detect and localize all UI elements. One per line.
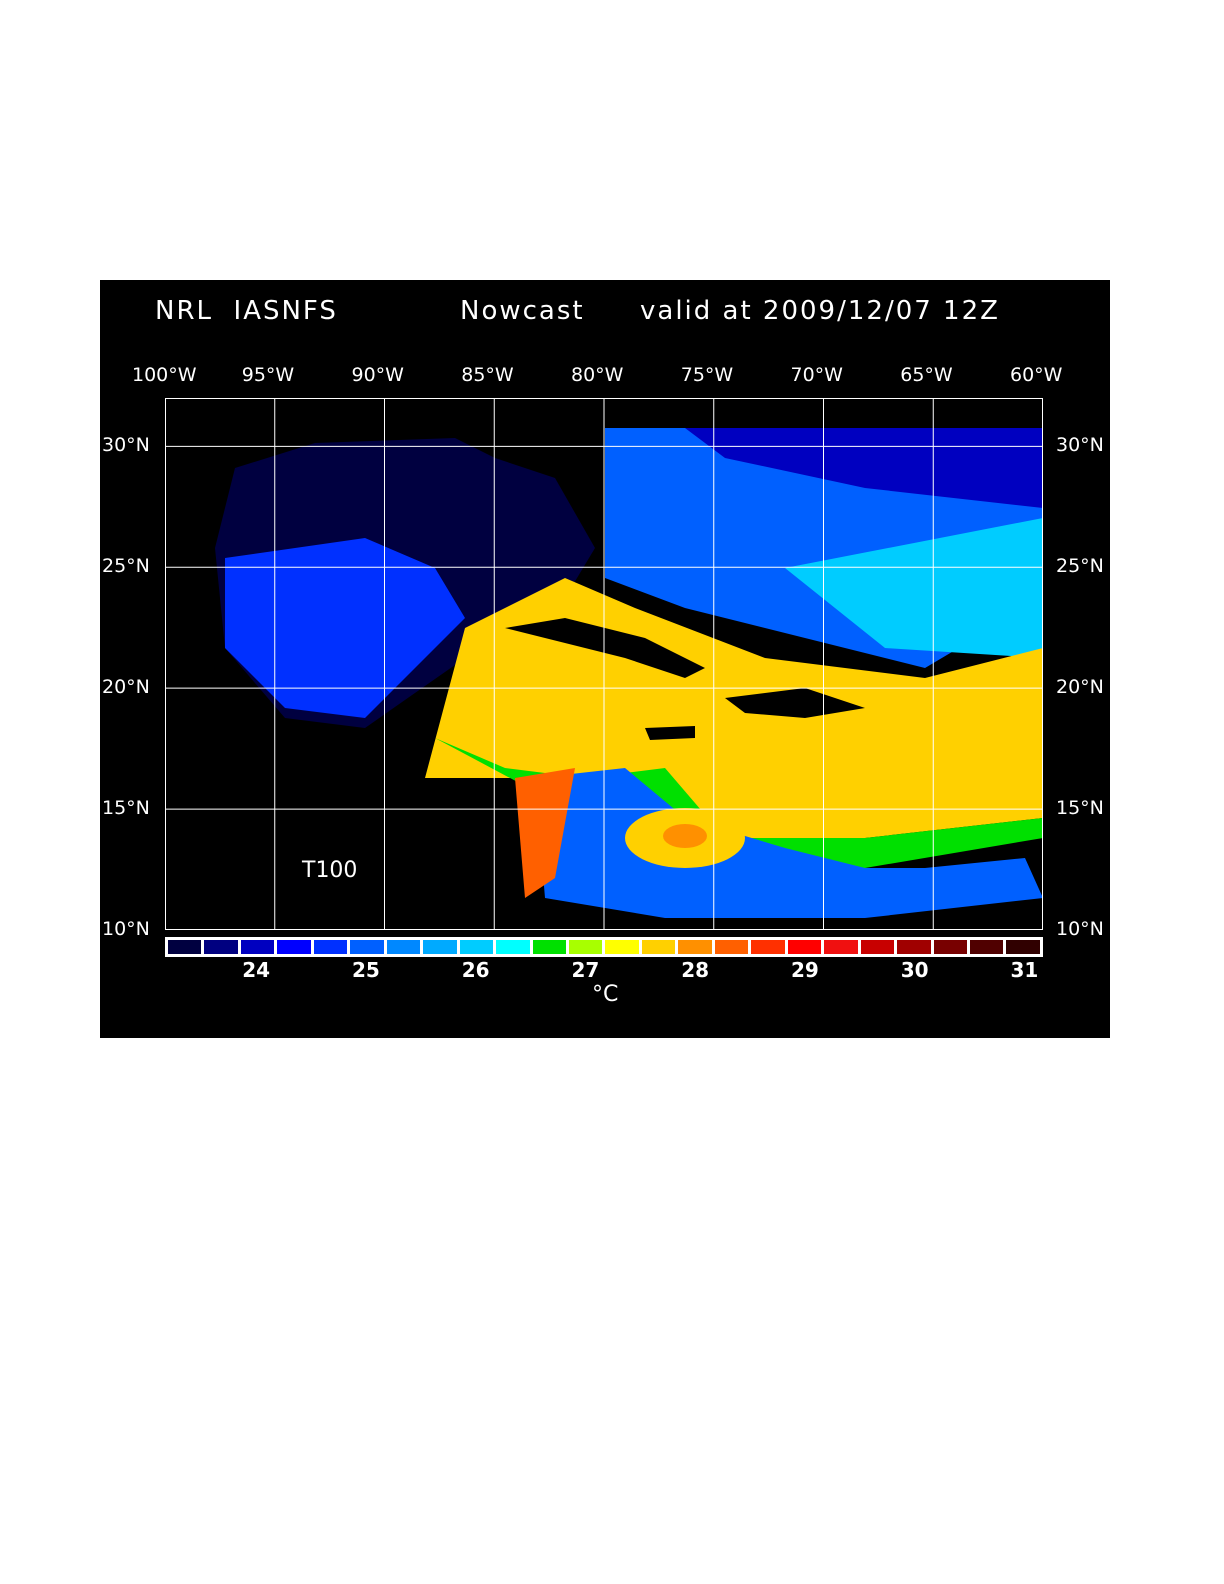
lon-label: 75°W	[680, 364, 734, 386]
title-model: NRL IASNFS	[155, 296, 338, 326]
title-product: Nowcast	[460, 296, 585, 326]
colorbar-tick-label: 28	[681, 958, 710, 982]
colorbar-swatch	[969, 940, 1004, 954]
gulf-west-blue	[225, 538, 465, 718]
lat-label-right: 25°N	[1056, 555, 1104, 578]
lon-label: 70°W	[790, 364, 843, 386]
lat-label-right: 10°N	[1056, 918, 1104, 940]
title-valid-time: valid at 2009/12/07 12Z	[640, 296, 1000, 326]
colorbar-tick-label: 30	[900, 958, 929, 982]
colorbar-tick-label: 29	[790, 958, 819, 982]
figure-panel: NRL IASNFS Nowcast valid at 2009/12/07 1…	[100, 280, 1110, 1038]
colorbar-swatch	[860, 940, 895, 954]
colorbar-swatch	[787, 940, 822, 954]
lon-label: 90°W	[351, 364, 404, 386]
lat-label-left: 30°N	[102, 434, 150, 457]
colorbar-swatch	[897, 940, 931, 954]
colorbar-tick-label: 31	[1010, 958, 1039, 982]
jamaica	[645, 726, 695, 740]
cuba	[505, 618, 705, 678]
colorbar-swatch	[496, 940, 530, 954]
colorbar-swatch	[605, 940, 639, 954]
colorbar-swatch	[240, 940, 275, 954]
warm-core	[663, 824, 707, 848]
colorbar	[165, 937, 1043, 957]
lat-label-left: 25°N	[102, 555, 150, 578]
colorbar-swatch	[1006, 940, 1040, 954]
colorbar-swatch	[933, 940, 967, 954]
lat-label-left: 20°N	[102, 676, 150, 699]
colorbar-swatch	[824, 940, 858, 954]
colorbar-swatch	[204, 940, 238, 954]
lat-label-right: 20°N	[1056, 676, 1104, 699]
honduras-shelf	[515, 768, 575, 898]
lon-label: 80°W	[571, 364, 624, 386]
colorbar-swatch	[313, 940, 348, 954]
colorbar-swatch	[386, 940, 421, 954]
temperature-map	[165, 398, 1043, 930]
lon-label: 95°W	[241, 364, 295, 386]
caribbean-green	[435, 738, 1043, 868]
colorbar-swatch	[641, 940, 676, 954]
colorbar-swatch	[277, 940, 311, 954]
lon-label: 100°W	[132, 364, 197, 386]
lon-label: 60°W	[1010, 364, 1063, 386]
layer-label: T100	[302, 858, 358, 883]
colorbar-unit: °C	[592, 982, 619, 1007]
colorbar-tick-label: 26	[461, 958, 490, 982]
colorbar-swatch	[568, 940, 603, 954]
colorbar-tick-label: 27	[571, 958, 600, 982]
atlantic-cyan	[785, 518, 1043, 658]
colorbar-swatch	[532, 940, 566, 954]
colorbar-swatch	[678, 940, 712, 954]
colorbar-swatch	[350, 940, 384, 954]
atlantic-north	[685, 428, 1043, 508]
lat-label-left: 15°N	[102, 797, 150, 820]
colorbar-swatch	[751, 940, 785, 954]
southwest-caribbean-blue	[535, 768, 1043, 918]
colorbar-swatch	[168, 940, 202, 954]
lat-label-right: 15°N	[1056, 797, 1104, 820]
lon-label: 85°W	[461, 364, 514, 386]
colorbar-tick-label: 25	[351, 958, 380, 982]
lat-label-right: 30°N	[1056, 434, 1104, 457]
lat-label-left: 10°N	[102, 918, 150, 940]
colorbar-swatch	[459, 940, 494, 954]
colorbar-tick-label: 24	[242, 958, 271, 982]
colorbar-swatch	[714, 940, 749, 954]
lon-label: 65°W	[900, 364, 953, 386]
hispaniola	[725, 688, 865, 718]
colorbar-swatch	[423, 940, 457, 954]
